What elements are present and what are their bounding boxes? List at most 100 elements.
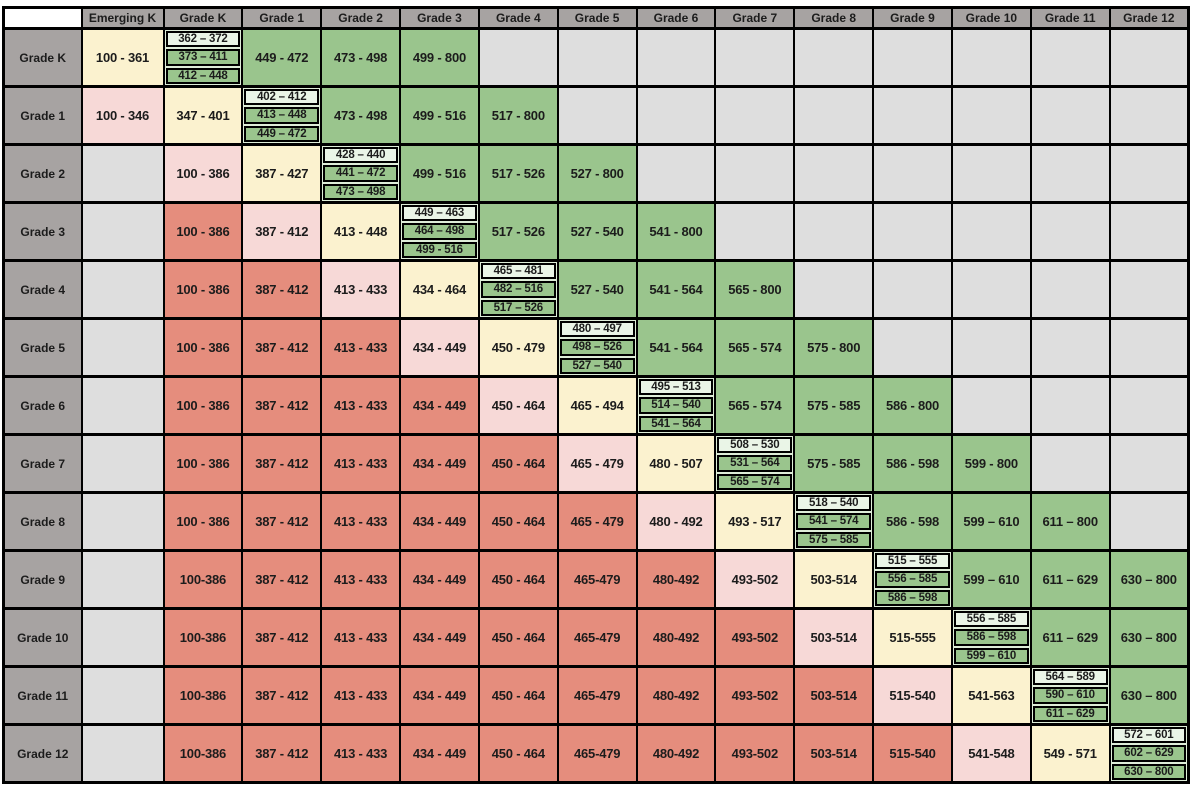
diagonal-range-cell: 449 – 463 464 – 498 499 - 516 — [399, 201, 480, 262]
table-row: Grade 3 100 - 386 387 - 412 413 - 448 449 – … — [2, 201, 1190, 262]
empty-cell — [635, 27, 717, 88]
diagonal-sub-range: 362 – 372 — [165, 31, 241, 48]
diagonal-sub-range: 449 – 472 — [244, 125, 320, 142]
diagonal-sub-range: 602 – 629 — [1111, 745, 1186, 762]
empty-cell — [793, 85, 875, 146]
diagonal-range-cell: 508 – 530 531 – 564 565 – 574 — [714, 433, 796, 494]
score-range-cell: 100 - 386 — [162, 143, 244, 204]
row-header-grade-6: Grade 6 — [2, 375, 83, 436]
score-range-cell: 630 – 800 — [1108, 549, 1190, 610]
column-header-emerging-k: Emerging K — [80, 6, 165, 30]
score-range-cell: 413 - 433 — [320, 259, 402, 320]
empty-cell — [1108, 433, 1190, 494]
score-range-cell: 434 - 449 — [399, 491, 480, 552]
score-range-cell: 413 - 433 — [320, 317, 402, 378]
diagonal-sub-range: 611 – 629 — [1032, 705, 1108, 722]
empty-cell — [1108, 491, 1190, 552]
score-range-cell: 599 – 610 — [950, 549, 1032, 610]
empty-cell — [950, 375, 1032, 436]
score-range-cell: 434 - 449 — [399, 723, 480, 784]
score-range-cell: 575 - 800 — [793, 317, 875, 378]
diagonal-range-cell: 495 – 513 514 – 540 541 – 564 — [635, 375, 717, 436]
score-range-cell: 100 - 386 — [162, 375, 244, 436]
diagonal-range-stack: 508 – 530 531 – 564 565 – 574 — [717, 437, 793, 490]
diagonal-range-cell: 518 – 540 541 – 574 575 – 585 — [793, 491, 875, 552]
diagonal-sub-range: 464 – 498 — [402, 223, 477, 240]
empty-cell — [872, 201, 953, 262]
empty-cell — [80, 665, 165, 726]
empty-cell — [80, 607, 165, 668]
score-range-cell: 100-386 — [162, 723, 244, 784]
score-range-cell: 565 - 574 — [714, 375, 796, 436]
diagonal-sub-range: 531 – 564 — [717, 455, 793, 472]
table-row: Grade 10 100-386 387 - 412 413 - 433 434 - 4… — [2, 607, 1190, 668]
diagonal-sub-range: 541 – 574 — [796, 513, 872, 530]
column-header-grade-4: Grade 4 — [477, 6, 559, 30]
score-range-cell: 565 - 574 — [714, 317, 796, 378]
empty-cell — [872, 317, 953, 378]
row-header-grade-9: Grade 9 — [2, 549, 83, 610]
score-range-cell: 450 - 464 — [477, 549, 559, 610]
empty-cell — [1029, 433, 1111, 494]
score-range-cell: 493 - 517 — [714, 491, 796, 552]
table-row: Grade 2 100 - 386 387 - 427 428 – 440 441 – … — [2, 143, 1190, 204]
empty-cell — [635, 85, 717, 146]
score-range-cell: 480-492 — [635, 723, 717, 784]
diagonal-range-stack: 465 – 481 482 – 516 517 – 526 — [480, 263, 556, 316]
diagonal-range-cell: 572 – 601 602 – 629 630 – 800 — [1108, 723, 1190, 784]
diagonal-sub-range: 480 – 497 — [559, 321, 635, 338]
diagonal-range-cell: 465 – 481 482 – 516 517 – 526 — [477, 259, 559, 320]
score-range-cell: 599 – 610 — [950, 491, 1032, 552]
row-header-grade-k: Grade K — [2, 27, 83, 88]
score-range-cell: 387 - 412 — [241, 491, 323, 552]
diagonal-range-cell: 402 – 412 413 – 448 449 – 472 — [241, 85, 323, 146]
score-range-cell: 493-502 — [714, 549, 796, 610]
score-range-cell: 586 - 598 — [872, 491, 953, 552]
score-range-cell: 100 - 346 — [80, 85, 165, 146]
empty-cell — [1029, 201, 1111, 262]
score-range-cell: 100-386 — [162, 549, 244, 610]
diagonal-range-stack: 402 – 412 413 – 448 449 – 472 — [244, 89, 320, 142]
score-range-cell: 387 - 412 — [241, 549, 323, 610]
empty-cell — [950, 201, 1032, 262]
empty-cell — [556, 27, 638, 88]
score-range-cell: 541 - 564 — [635, 317, 717, 378]
diagonal-range-cell: 362 – 372 373 – 411 412 – 448 — [162, 27, 244, 88]
row-header-grade-5: Grade 5 — [2, 317, 83, 378]
empty-cell — [80, 143, 165, 204]
score-range-cell: 586 - 598 — [872, 433, 953, 494]
score-range-cell: 100 - 386 — [162, 259, 244, 320]
empty-cell — [477, 27, 559, 88]
empty-cell — [872, 27, 953, 88]
diagonal-sub-range: 482 – 516 — [480, 281, 556, 298]
column-header-grade-6: Grade 6 — [635, 6, 717, 30]
table-row: Grade 6 100 - 386 387 - 412 413 - 433 434 - … — [2, 375, 1190, 436]
score-range-cell: 450 - 464 — [477, 491, 559, 552]
table-row: Grade 1 100 - 346 347 - 401 402 – 412 413 – … — [2, 85, 1190, 146]
diagonal-sub-range: 508 – 530 — [717, 437, 793, 454]
score-range-cell: 100 - 386 — [162, 433, 244, 494]
score-range-cell: 541 - 564 — [635, 259, 717, 320]
score-range-cell: 503-514 — [793, 549, 875, 610]
diagonal-range-stack: 449 – 463 464 – 498 499 - 516 — [402, 205, 477, 258]
score-range-cell: 515-555 — [872, 607, 953, 668]
diagonal-sub-range: 517 – 526 — [480, 299, 556, 316]
score-range-cell: 465 - 479 — [556, 433, 638, 494]
score-range-cell: 586 - 800 — [872, 375, 953, 436]
empty-cell — [793, 143, 875, 204]
score-range-cell: 434 - 464 — [399, 259, 480, 320]
score-range-cell: 630 – 800 — [1108, 665, 1190, 726]
score-range-cell: 413 - 433 — [320, 433, 402, 494]
score-range-cell: 493-502 — [714, 665, 796, 726]
column-header-grade-11: Grade 11 — [1029, 6, 1111, 30]
row-header-grade-10: Grade 10 — [2, 607, 83, 668]
column-header-grade-10: Grade 10 — [950, 6, 1032, 30]
diagonal-range-stack: 564 – 589 590 – 610 611 – 629 — [1032, 669, 1108, 722]
score-range-cell: 434 - 449 — [399, 607, 480, 668]
column-header-grade-1: Grade 1 — [241, 6, 323, 30]
score-range-cell: 493-502 — [714, 723, 796, 784]
column-header-grade-5: Grade 5 — [556, 6, 638, 30]
score-range-cell: 465 - 494 — [556, 375, 638, 436]
score-range-cell: 503-514 — [793, 723, 875, 784]
table-row: Grade 11 100-386 387 - 412 413 - 433 434 - 4… — [2, 665, 1190, 726]
